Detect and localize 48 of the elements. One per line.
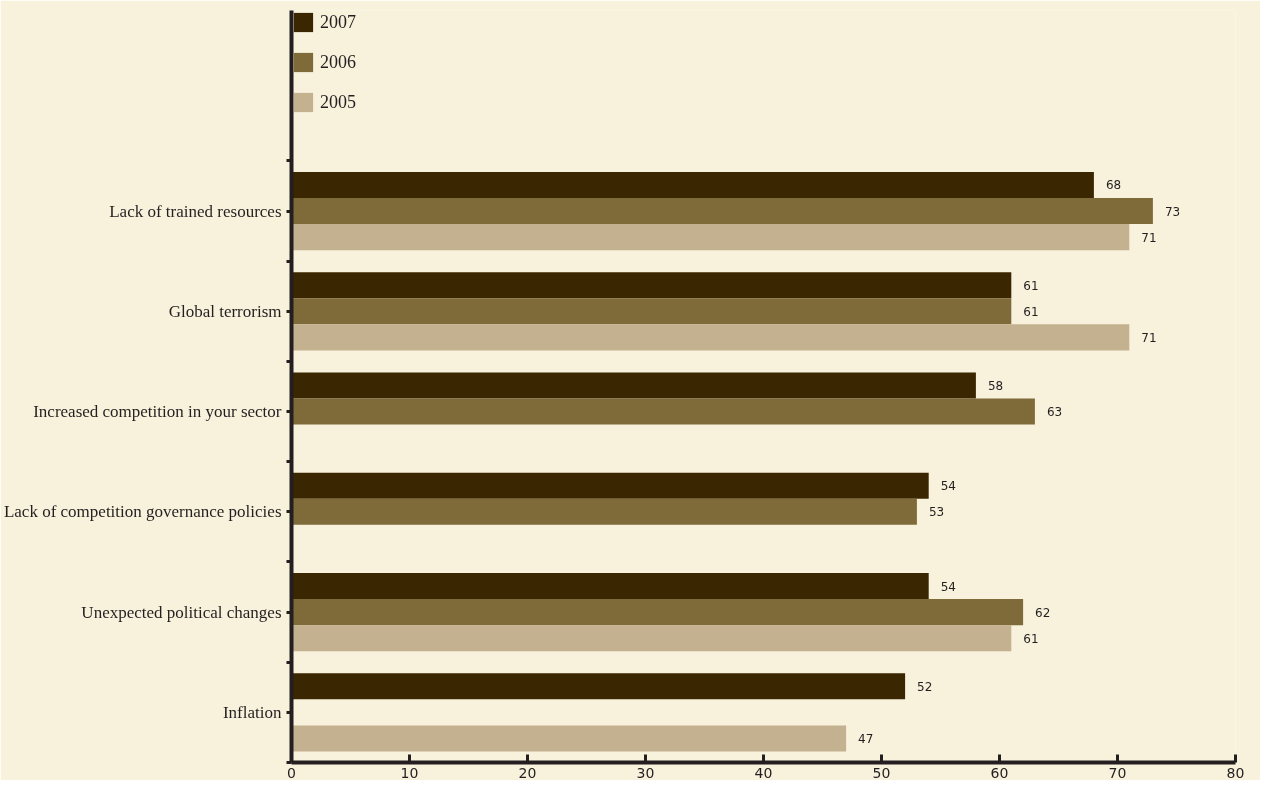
- bar: [291, 398, 1035, 425]
- legend-label: 2005: [320, 91, 356, 113]
- bar: [291, 171, 1094, 198]
- y-tick-label: Increased competition in your sector: [33, 402, 282, 422]
- bar: [291, 625, 1012, 652]
- x-tick-label: 70: [1108, 764, 1127, 781]
- data-label: 61: [1023, 278, 1039, 293]
- legend-label: 2007: [320, 11, 356, 33]
- data-label: 47: [858, 731, 874, 746]
- y-tick-label: Lack of competition governance policies: [3, 502, 282, 522]
- bar: [291, 198, 1153, 225]
- bar: [291, 472, 929, 499]
- bar: [291, 498, 917, 525]
- bar: [291, 324, 1130, 351]
- bar: [291, 599, 1024, 626]
- data-label: 61: [1023, 631, 1039, 646]
- data-label: 63: [1046, 405, 1063, 420]
- bar: [291, 224, 1130, 251]
- bar: [291, 372, 976, 399]
- data-label: 54: [940, 479, 956, 494]
- x-tick-label: 20: [518, 764, 537, 781]
- data-label: 71: [1141, 230, 1157, 245]
- bar: [291, 725, 847, 752]
- data-label: 54: [940, 579, 956, 594]
- x-tick-label: 50: [872, 764, 891, 781]
- bar: [291, 573, 929, 600]
- x-tick-label: 80: [1226, 764, 1245, 781]
- data-label: 52: [917, 679, 933, 694]
- data-label: 68: [1105, 178, 1122, 193]
- y-tick-label: Unexpected political changes: [81, 602, 282, 622]
- data-label: 71: [1141, 330, 1157, 345]
- data-label: 58: [987, 379, 1004, 393]
- y-tick-label: Inflation: [222, 702, 282, 722]
- legend-label: 2006: [320, 51, 356, 73]
- x-tick-label: 30: [636, 764, 655, 781]
- y-tick-label: Global terrorism: [168, 301, 282, 321]
- bar: [291, 298, 1012, 325]
- bar: [291, 272, 1012, 299]
- x-tick-label: 60: [990, 764, 1009, 781]
- x-tick-label: 10: [400, 764, 419, 781]
- y-tick-label: Lack of trained resources: [109, 201, 282, 221]
- data-label: 53: [928, 505, 945, 520]
- data-label: 62: [1035, 605, 1051, 620]
- bar: [291, 673, 906, 700]
- x-tick-label: 40: [754, 764, 773, 781]
- data-label: 73: [1164, 204, 1181, 219]
- data-label: 61: [1023, 304, 1039, 319]
- x-tick-label: 0: [287, 764, 296, 781]
